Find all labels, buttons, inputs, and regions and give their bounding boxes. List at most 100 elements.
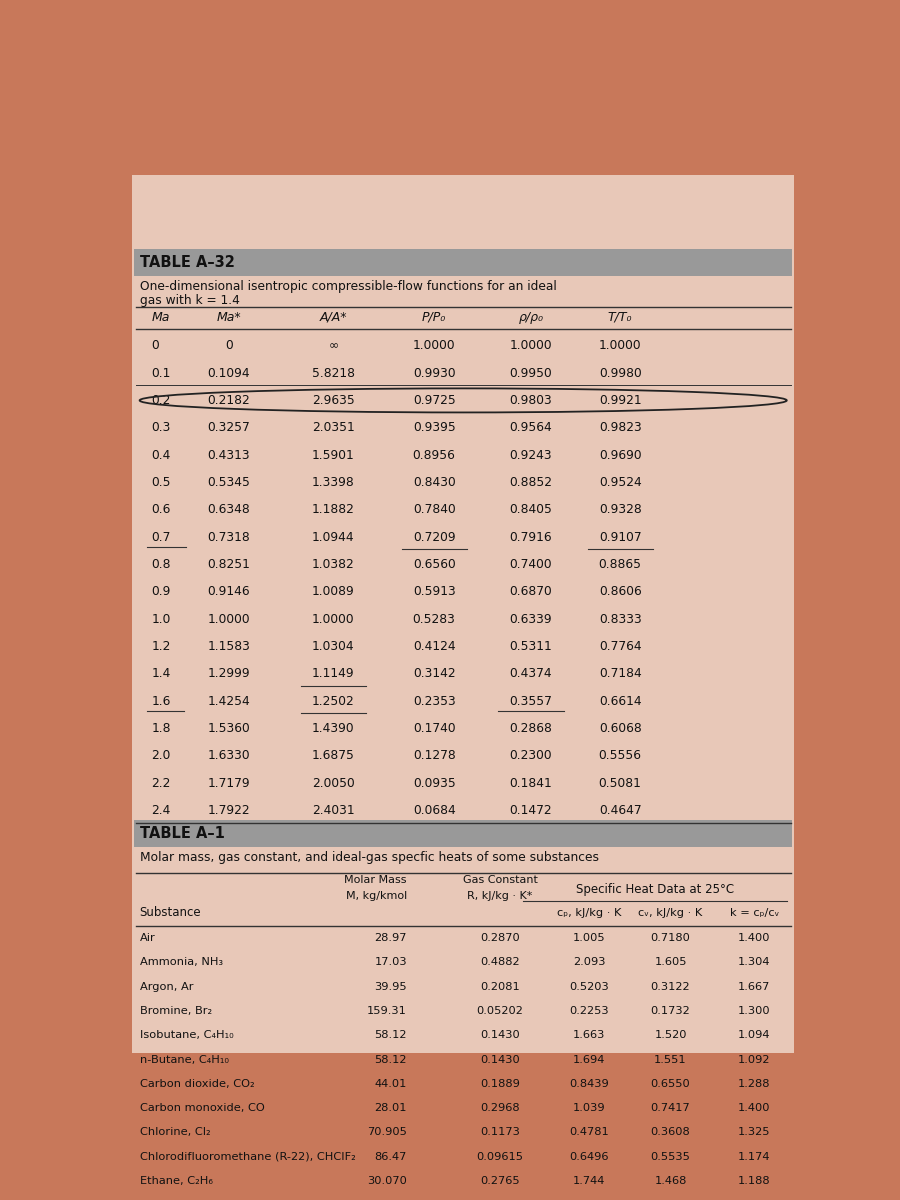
Text: 58.12: 58.12 <box>374 1031 407 1040</box>
Text: 0.5: 0.5 <box>151 476 171 488</box>
Text: 0.2300: 0.2300 <box>509 749 553 762</box>
Text: 1.0000: 1.0000 <box>598 340 642 353</box>
Text: 0.4: 0.4 <box>151 449 171 462</box>
Text: 0.8865: 0.8865 <box>598 558 642 571</box>
Text: 0.9564: 0.9564 <box>509 421 553 434</box>
Text: 0.2868: 0.2868 <box>509 722 553 734</box>
Text: 2.0: 2.0 <box>151 749 171 762</box>
Text: 0.6496: 0.6496 <box>570 1152 609 1162</box>
Text: 1.6875: 1.6875 <box>312 749 355 762</box>
Text: 1.5901: 1.5901 <box>312 449 355 462</box>
Text: 1.0000: 1.0000 <box>509 340 553 353</box>
Text: Ma: Ma <box>151 311 169 324</box>
Text: A/A*: A/A* <box>320 311 347 324</box>
Text: 0.8430: 0.8430 <box>413 476 455 488</box>
Text: 0.7318: 0.7318 <box>207 530 250 544</box>
Text: 0.5345: 0.5345 <box>207 476 250 488</box>
Text: 0.2765: 0.2765 <box>481 1176 520 1186</box>
Text: 0.05202: 0.05202 <box>477 1006 524 1016</box>
Text: 1.2502: 1.2502 <box>312 695 355 708</box>
Text: 0.8956: 0.8956 <box>413 449 455 462</box>
Text: 28.01: 28.01 <box>374 1103 407 1114</box>
Text: 1.0000: 1.0000 <box>207 612 250 625</box>
Text: 1.7179: 1.7179 <box>207 776 250 790</box>
Text: 0.8: 0.8 <box>151 558 171 571</box>
Text: 1.1882: 1.1882 <box>312 503 355 516</box>
Text: 0.4882: 0.4882 <box>481 958 520 967</box>
Text: 0.4124: 0.4124 <box>413 640 455 653</box>
Text: 0.7764: 0.7764 <box>598 640 642 653</box>
Text: 0.7180: 0.7180 <box>651 934 690 943</box>
Text: Specific Heat Data at 25°C: Specific Heat Data at 25°C <box>576 883 734 896</box>
Text: 17.03: 17.03 <box>374 958 407 967</box>
Text: Ma*: Ma* <box>216 311 241 324</box>
Text: 0.1472: 0.1472 <box>509 804 553 817</box>
Text: 0.4374: 0.4374 <box>509 667 553 680</box>
Text: 0.9395: 0.9395 <box>413 421 455 434</box>
Text: 0.1094: 0.1094 <box>207 366 250 379</box>
Text: 0.9: 0.9 <box>151 586 171 599</box>
Text: 2.0050: 2.0050 <box>312 776 355 790</box>
Text: 1.551: 1.551 <box>654 1055 687 1064</box>
Text: 0.3608: 0.3608 <box>651 1127 690 1138</box>
Text: 2.093: 2.093 <box>573 958 606 967</box>
Text: 1.039: 1.039 <box>572 1103 606 1114</box>
Text: 1.400: 1.400 <box>738 934 770 943</box>
Text: 0.3142: 0.3142 <box>413 667 455 680</box>
Text: 1.325: 1.325 <box>738 1127 770 1138</box>
Text: 1.4254: 1.4254 <box>207 695 250 708</box>
Text: Chlorine, Cl₂: Chlorine, Cl₂ <box>140 1127 211 1138</box>
Text: P/P₀: P/P₀ <box>422 311 446 324</box>
Text: 1.605: 1.605 <box>654 958 687 967</box>
Text: Bromine, Br₂: Bromine, Br₂ <box>140 1006 212 1016</box>
Text: 0.7400: 0.7400 <box>509 558 553 571</box>
Text: 0.9921: 0.9921 <box>598 394 642 407</box>
Text: 0.1841: 0.1841 <box>509 776 553 790</box>
Text: 1.694: 1.694 <box>573 1055 606 1064</box>
Text: 2.9635: 2.9635 <box>312 394 355 407</box>
Text: 1.6330: 1.6330 <box>207 749 250 762</box>
Text: 0.9243: 0.9243 <box>509 449 553 462</box>
Text: 39.95: 39.95 <box>374 982 407 991</box>
Text: 70.905: 70.905 <box>367 1127 407 1138</box>
Text: 0.5556: 0.5556 <box>598 749 642 762</box>
Text: 0.5283: 0.5283 <box>413 612 455 625</box>
Text: R, kJ/kg · K*: R, kJ/kg · K* <box>467 890 533 901</box>
Text: 0.8439: 0.8439 <box>569 1079 609 1088</box>
Text: cᵥ, kJ/kg · K: cᵥ, kJ/kg · K <box>638 908 703 918</box>
Text: 159.31: 159.31 <box>367 1006 407 1016</box>
Text: 0.8405: 0.8405 <box>509 503 553 516</box>
Text: 0.3122: 0.3122 <box>651 982 690 991</box>
Text: 0.9107: 0.9107 <box>598 530 642 544</box>
Text: 0: 0 <box>151 340 159 353</box>
Text: 86.47: 86.47 <box>374 1152 407 1162</box>
Text: cₚ, kJ/kg · K: cₚ, kJ/kg · K <box>557 908 621 918</box>
Text: 1.0: 1.0 <box>151 612 171 625</box>
Text: 1.0000: 1.0000 <box>312 612 355 625</box>
Text: 0.1889: 0.1889 <box>480 1079 520 1088</box>
Text: T/T₀: T/T₀ <box>608 311 633 324</box>
Text: Argon, Ar: Argon, Ar <box>140 982 194 991</box>
Text: 30.070: 30.070 <box>367 1176 407 1186</box>
Text: 28.97: 28.97 <box>374 934 407 943</box>
Text: Isobutane, C₄H₁₀: Isobutane, C₄H₁₀ <box>140 1031 233 1040</box>
Text: 1.667: 1.667 <box>738 982 770 991</box>
Text: 0.5311: 0.5311 <box>509 640 553 653</box>
Text: 1.1149: 1.1149 <box>312 667 355 680</box>
Text: 0.0935: 0.0935 <box>413 776 455 790</box>
Text: 0.3257: 0.3257 <box>207 421 250 434</box>
Text: 1.2999: 1.2999 <box>207 667 250 680</box>
Text: 1.5360: 1.5360 <box>207 722 250 734</box>
Text: 1.3398: 1.3398 <box>312 476 355 488</box>
Text: 0.1: 0.1 <box>151 366 171 379</box>
Text: 0.2: 0.2 <box>151 394 171 407</box>
Text: 0.1430: 0.1430 <box>480 1055 520 1064</box>
Text: 1.4390: 1.4390 <box>312 722 355 734</box>
FancyBboxPatch shape <box>132 175 795 1052</box>
Text: Molar Mass: Molar Mass <box>345 876 407 886</box>
Text: 0.9146: 0.9146 <box>207 586 250 599</box>
Text: 2.2: 2.2 <box>151 776 171 790</box>
Text: 0.7916: 0.7916 <box>509 530 553 544</box>
Text: 0.5081: 0.5081 <box>598 776 642 790</box>
Text: 0.9524: 0.9524 <box>598 476 642 488</box>
